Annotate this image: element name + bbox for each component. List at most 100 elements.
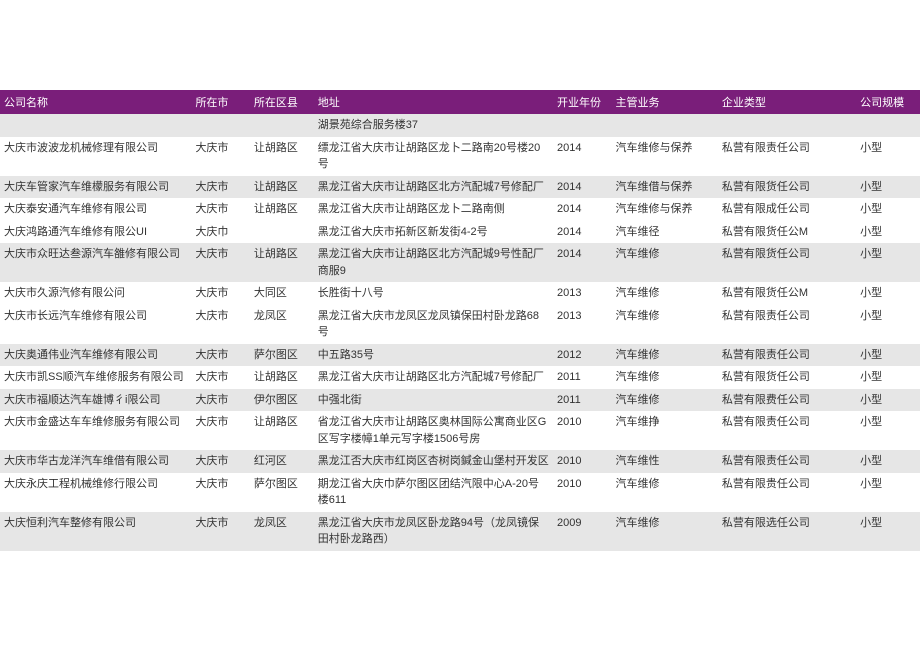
table-cell: 黑龙江省大庆市让胡路区北方汽配城7号修配厂 — [314, 366, 553, 389]
table-cell: 大庆市 — [191, 243, 249, 282]
table-cell: 大庆市华古龙洋汽车维借有限公司 — [0, 450, 191, 473]
table-cell: 龙凤区 — [250, 512, 314, 551]
table-cell: 小型 — [856, 305, 920, 344]
table-cell: 私营有限成任公司 — [718, 198, 856, 221]
table-cell: 2011 — [553, 366, 611, 389]
table-cell: 汽车维借与保养 — [612, 176, 718, 199]
table-cell: 私营有限货任公M — [718, 282, 856, 305]
table-cell: 小型 — [856, 198, 920, 221]
col-company: 公司名称 — [0, 90, 191, 114]
table-cell: 2013 — [553, 305, 611, 344]
table-cell: 黑龙江省大庆市让胡路区北方汽配城9号性配厂商服9 — [314, 243, 553, 282]
table-cell: 私营有限责任公司 — [718, 450, 856, 473]
table-cell: 2009 — [553, 512, 611, 551]
table-header-row: 公司名称 所在市 所在区县 地址 开业年份 主管业务 企业类型 公司规模 — [0, 90, 920, 114]
table-cell: 大庆巾 — [191, 221, 249, 244]
table-cell: 中强北街 — [314, 389, 553, 412]
table-cell: 汽车维修 — [612, 366, 718, 389]
table-cell: 让胡路区 — [250, 411, 314, 450]
table-cell: 龙凤区 — [250, 305, 314, 344]
table-cell: 私营有限货任公司 — [718, 243, 856, 282]
table-cell: 大庆市凯SS顺汽车维修服务有限公司 — [0, 366, 191, 389]
table-cell: 大庆奥通伟业汽车维修有限公司 — [0, 344, 191, 367]
table-row: 大庆市凯SS顺汽车维修服务有限公司大庆市让胡路区黑龙江省大庆市让胡路区北方汽配城… — [0, 366, 920, 389]
table-row: 大庆永庆工程机械维修行限公司大庆市萨尔图区期龙江省大庆巾萨尔图区团结汽限中心A-… — [0, 473, 920, 512]
table-row: 大庆泰安通汽车维修有限公司大庆市让胡路区黑龙江省大庆市让胡路区龙卜二路南侧201… — [0, 198, 920, 221]
table-cell: 大庆市 — [191, 389, 249, 412]
table-cell: 汽车维性 — [612, 450, 718, 473]
table-cell: 大庆市众旺达叁源汽车雒修有限公司 — [0, 243, 191, 282]
table-cell: 大庆市福顺达汽车雄博彳i限公司 — [0, 389, 191, 412]
table-cell: 汽车维修 — [612, 305, 718, 344]
table-cell — [553, 114, 611, 137]
table-cell: 2014 — [553, 221, 611, 244]
table-row: 大庆市久源汽修有限公问大庆市大同区长胜街十八号2013汽车维修私营有限货任公M小… — [0, 282, 920, 305]
table-cell — [856, 114, 920, 137]
table-cell: 汽车维修 — [612, 282, 718, 305]
table-cell: 私营有限责任公司 — [718, 344, 856, 367]
table-cell: 萨尔图区 — [250, 344, 314, 367]
table-cell — [718, 114, 856, 137]
table-cell: 让胡路区 — [250, 243, 314, 282]
table-cell: 大庆市波波龙机械修理有限公司 — [0, 137, 191, 176]
table-cell: 期龙江省大庆巾萨尔图区团结汽限中心A-20号楼611 — [314, 473, 553, 512]
table-cell: 大庆恒利汽车整修有限公司 — [0, 512, 191, 551]
table-cell: 伊尔图区 — [250, 389, 314, 412]
table-cell: 大庆市久源汽修有限公问 — [0, 282, 191, 305]
table-cell — [191, 114, 249, 137]
table-cell — [250, 221, 314, 244]
table-cell: 小型 — [856, 243, 920, 282]
table-cell: 小型 — [856, 137, 920, 176]
col-year: 开业年份 — [553, 90, 611, 114]
table-cell: 大庆车管家汽车维檬服务有限公司 — [0, 176, 191, 199]
table-cell: 小型 — [856, 473, 920, 512]
table-cell: 小型 — [856, 282, 920, 305]
table-cell: 2014 — [553, 198, 611, 221]
table-cell: 2010 — [553, 450, 611, 473]
table-cell: 小型 — [856, 176, 920, 199]
table-cell: 2010 — [553, 411, 611, 450]
table-cell: 让胡路区 — [250, 366, 314, 389]
table-cell: 汽车维修与保养 — [612, 137, 718, 176]
table-cell: 私营有限责任公司 — [718, 411, 856, 450]
table-row: 大庆奥通伟业汽车维修有限公司大庆市萨尔图区中五路35号2012汽车维修私营有限责… — [0, 344, 920, 367]
col-district: 所在区县 — [250, 90, 314, 114]
table-cell: 大庆市 — [191, 198, 249, 221]
table-cell: 私营有限贵任公司 — [718, 473, 856, 512]
table-cell: 私营有限责任公司 — [718, 137, 856, 176]
table-cell: 私营有限选任公司 — [718, 512, 856, 551]
table-cell: 私营有限货任公司 — [718, 176, 856, 199]
table-cell: 2014 — [553, 176, 611, 199]
table-cell: 大庆市 — [191, 512, 249, 551]
table-cell: 湖景苑综合服务楼37 — [314, 114, 553, 137]
table-row: 大庆市福顺达汽车雄博彳i限公司大庆市伊尔图区中强北街2011汽车维修私营有限费任… — [0, 389, 920, 412]
table-cell: 长胜街十八号 — [314, 282, 553, 305]
table-cell: 汽车维修与保养 — [612, 198, 718, 221]
table-cell: 2014 — [553, 243, 611, 282]
table-cell — [0, 114, 191, 137]
table-cell: 大庆市长远汽车维修有限公司 — [0, 305, 191, 344]
table-cell: 2013 — [553, 282, 611, 305]
table-cell: 2012 — [553, 344, 611, 367]
table-cell: 私营有限责任公司 — [718, 305, 856, 344]
col-scale: 公司规模 — [856, 90, 920, 114]
table-cell: 小型 — [856, 411, 920, 450]
table-cell: 汽车维修 — [612, 344, 718, 367]
table-cell: 小型 — [856, 344, 920, 367]
table-cell: 让胡路区 — [250, 176, 314, 199]
table-cell: 大庆永庆工程机械维修行限公司 — [0, 473, 191, 512]
table-row: 湖景苑综合服务楼37 — [0, 114, 920, 137]
table-cell: 汽车维修 — [612, 389, 718, 412]
table-cell: 黑龙江省大庆市龙凤区卧龙路94号（龙凤镜保田村卧龙路西） — [314, 512, 553, 551]
table-cell: 大庆市 — [191, 344, 249, 367]
col-business: 主管业务 — [612, 90, 718, 114]
table-cell: 大庆鸿路通汽车维修有限公UI — [0, 221, 191, 244]
table-cell: 黑龙江省大庆市龙凤区龙凤镇保田村卧龙路68号 — [314, 305, 553, 344]
table-cell: 私营有限货任公司 — [718, 366, 856, 389]
col-address: 地址 — [314, 90, 553, 114]
table-cell: 汽车维挣 — [612, 411, 718, 450]
table-cell: 大庆市 — [191, 366, 249, 389]
table-cell: 小型 — [856, 221, 920, 244]
table-cell: 私营有限货任公M — [718, 221, 856, 244]
table-cell: 大庆市 — [191, 411, 249, 450]
